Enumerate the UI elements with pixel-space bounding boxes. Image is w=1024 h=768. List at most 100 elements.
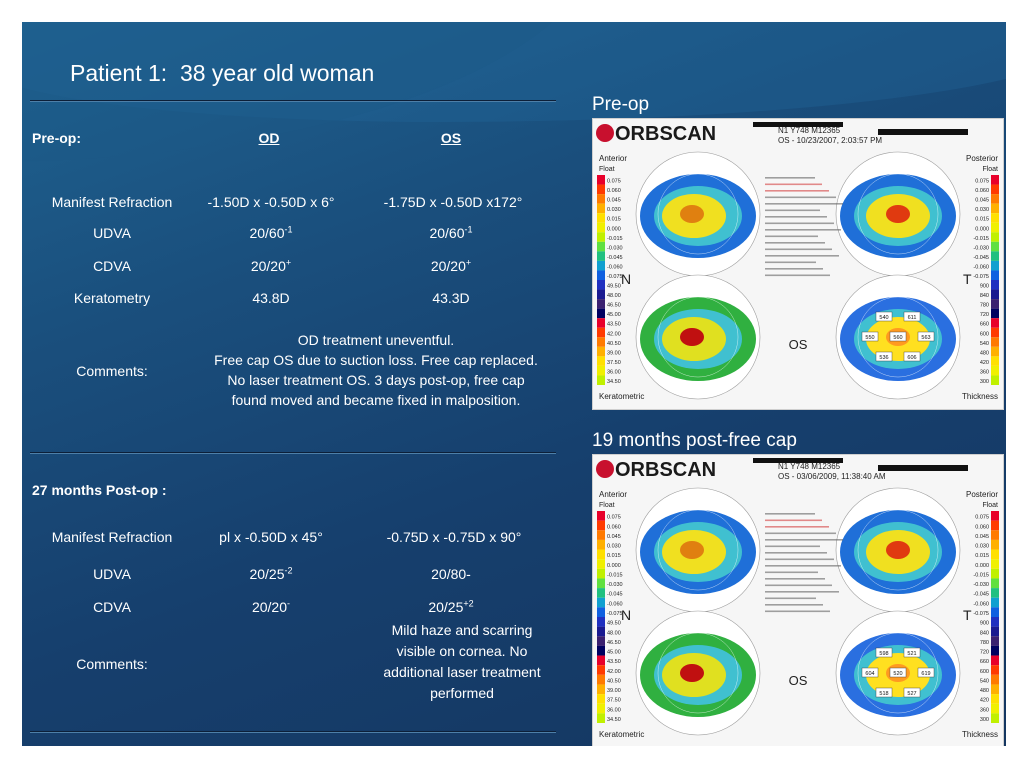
scale-label: 420 — [980, 360, 989, 366]
pachymetry-reading: 550 — [861, 331, 879, 342]
scale-swatch — [991, 241, 999, 252]
pachymetry-reading: 619 — [917, 667, 935, 678]
scale-label: -0.075 — [607, 611, 623, 617]
scale-swatch — [991, 511, 999, 521]
scale-swatch — [597, 213, 605, 223]
scale-label: 46.50 — [607, 303, 621, 309]
scale-swatch — [597, 684, 605, 695]
scale-label: -0.015 — [973, 572, 989, 578]
scale-swatch — [597, 318, 605, 328]
orbscan-logo: ORBSCAN — [596, 123, 716, 145]
label-float: Float — [982, 502, 998, 509]
scale-label: 45.00 — [607, 650, 621, 656]
pachymetry-reading: 520 — [889, 667, 907, 678]
comment-line: performed — [430, 685, 494, 701]
scale-label: 0.045 — [975, 198, 989, 204]
postop-section-label: 27 months Post-op : — [32, 482, 167, 498]
map-ring — [857, 296, 939, 378]
row-label-udva: UDVA — [93, 566, 131, 582]
scale-swatch — [991, 175, 999, 185]
comment-line: Free cap OS due to suction loss. Free ca… — [214, 352, 538, 368]
scale-swatch — [991, 184, 999, 195]
scale-label: 540 — [980, 678, 989, 684]
scale-label: -0.015 — [607, 236, 623, 242]
scale-swatch — [597, 175, 605, 185]
scale-label: 39.00 — [607, 688, 621, 694]
scale-swatch — [991, 203, 999, 214]
scale-swatch — [597, 346, 605, 357]
scale-swatch — [991, 280, 999, 290]
anterior-float-map — [635, 151, 761, 277]
scale-label: 0.000 — [975, 226, 989, 232]
scale-swatch — [991, 626, 999, 637]
scale-label: 49.50 — [607, 284, 621, 290]
pachymetry-box — [917, 331, 935, 342]
divider-line — [30, 100, 556, 101]
scale-label: -0.045 — [973, 255, 989, 261]
scale-label: 300 — [980, 379, 989, 385]
os-value: 20/60-1 — [429, 224, 473, 241]
scale-swatch — [991, 308, 999, 319]
scale-label: -0.030 — [973, 245, 989, 251]
scale-label: -0.030 — [973, 582, 989, 588]
row-label-manifest-refraction: Manifest Refraction — [51, 194, 173, 210]
info-line — [765, 183, 822, 186]
scale-label: 0.000 — [607, 226, 621, 232]
map-zone-core — [680, 205, 704, 223]
os-value: 20/25+2 — [428, 598, 474, 615]
scale-swatch — [597, 289, 605, 300]
scale-swatch — [597, 511, 605, 521]
scale-label: 600 — [980, 331, 989, 337]
row-label-cdva: CDVA — [93, 258, 131, 274]
comments-label: Comments: — [76, 656, 148, 672]
scale-label: 42.00 — [607, 669, 621, 675]
scale-label: 48.00 — [607, 293, 621, 299]
scale-label: 300 — [980, 717, 989, 723]
scale-label: 780 — [980, 640, 989, 646]
info-line — [765, 526, 829, 528]
scale-label: -0.015 — [607, 572, 623, 578]
pachymetry-reading: 521 — [903, 647, 921, 658]
pachymetry-value: 560 — [893, 335, 902, 341]
pachymetry-box — [875, 351, 893, 362]
scale-swatch — [991, 636, 999, 646]
scale-swatch — [991, 365, 999, 376]
scale-swatch — [991, 713, 999, 723]
scale-label: 42.00 — [607, 331, 621, 337]
row-label-manifest-refraction: Manifest Refraction — [51, 529, 173, 545]
scale-label: 36.00 — [607, 369, 621, 375]
row-label-keratometry: Keratometry — [73, 290, 151, 306]
map-zone-core — [886, 205, 910, 223]
scale-swatch — [991, 549, 999, 560]
scale-swatch — [991, 530, 999, 540]
scale-label: 0.030 — [975, 544, 989, 550]
orbscan-topography-preop: ORBSCAN N1 Y748 M12365 OS - 10/23/2007, 2:… — [592, 118, 1004, 410]
scale-label: 840 — [980, 630, 989, 636]
scale-label: 360 — [980, 707, 989, 713]
scan-header-date: OS - 03/06/2009, 11:38:40 AM — [778, 472, 886, 481]
scale-label: 420 — [980, 698, 989, 704]
scale-swatch — [597, 655, 605, 666]
info-line — [765, 519, 822, 522]
scale-label: 37.50 — [607, 360, 621, 366]
keratometric-map — [635, 274, 761, 400]
scale-swatch — [991, 597, 999, 608]
scale-swatch — [597, 694, 605, 704]
scale-swatch — [597, 549, 605, 560]
scale-swatch — [991, 260, 999, 271]
scale-swatch — [991, 588, 999, 598]
scale-swatch — [597, 203, 605, 214]
scale-swatch — [991, 194, 999, 204]
scale-swatch — [597, 280, 605, 290]
comments-label: Comments: — [76, 363, 148, 379]
scan-info-block — [765, 177, 843, 277]
scale-label: 480 — [980, 350, 989, 356]
scale-swatch — [597, 327, 605, 338]
scale-label: 0.015 — [607, 553, 621, 559]
pachymetry-box — [917, 667, 935, 678]
scale-swatch — [597, 568, 605, 579]
scale-label: 0.015 — [975, 217, 989, 223]
orbscan-topography-postop: ORBSCAN N1 Y748 M12365 OS - 03/06/2009, 11… — [592, 454, 1004, 746]
scale-swatch — [991, 559, 999, 569]
scale-label: 360 — [980, 369, 989, 375]
